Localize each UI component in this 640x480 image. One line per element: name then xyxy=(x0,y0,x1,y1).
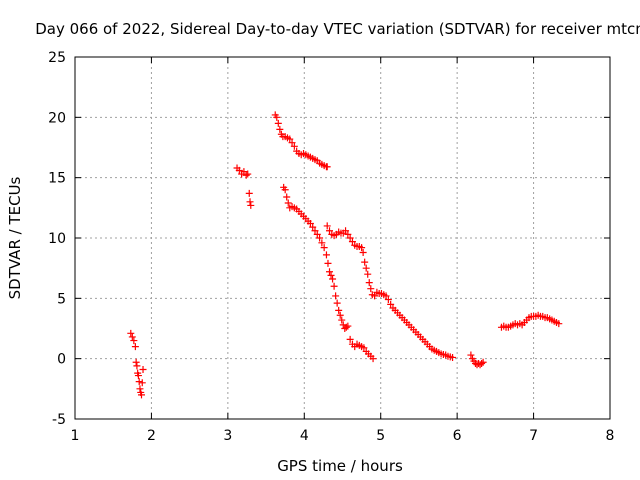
data-point xyxy=(284,199,292,207)
x-tick-label: 2 xyxy=(147,428,156,444)
data-point xyxy=(130,337,138,345)
data-point xyxy=(313,230,321,238)
x-tick-label: 4 xyxy=(300,428,309,444)
data-point xyxy=(127,329,135,337)
grid xyxy=(75,57,610,419)
y-tick-label: 5 xyxy=(57,291,66,307)
data-point xyxy=(478,359,486,367)
data-point xyxy=(326,227,334,235)
data-point xyxy=(348,238,356,246)
data-point xyxy=(449,353,457,361)
data-point xyxy=(346,335,354,343)
data-point xyxy=(132,358,140,366)
data-point xyxy=(344,322,352,330)
data-point xyxy=(332,292,340,300)
data-point xyxy=(324,259,332,267)
data-point xyxy=(240,168,248,176)
data-point xyxy=(387,300,395,308)
y-tick-label: 25 xyxy=(48,50,66,66)
x-tick-label: 6 xyxy=(453,428,462,444)
data-point xyxy=(133,362,141,370)
data-point xyxy=(139,366,147,374)
data-point xyxy=(134,372,142,380)
data-point xyxy=(137,391,145,399)
data-point xyxy=(246,198,254,206)
data-points xyxy=(127,111,563,399)
data-point xyxy=(276,125,284,133)
data-point xyxy=(342,323,350,331)
data-point xyxy=(135,378,143,386)
data-point xyxy=(329,275,337,283)
data-point xyxy=(306,220,314,228)
data-point xyxy=(327,271,335,279)
x-axis-label: GPS time / hours xyxy=(277,457,403,475)
data-point xyxy=(335,306,343,314)
data-point xyxy=(467,351,475,359)
data-point xyxy=(365,279,373,287)
data-point xyxy=(318,239,326,247)
data-point xyxy=(283,193,291,201)
chart-title: Day 066 of 2022, Sidereal Day-to-day VTE… xyxy=(35,20,640,38)
data-point xyxy=(242,171,250,179)
data-point xyxy=(323,163,331,171)
data-point xyxy=(244,170,252,178)
data-point xyxy=(131,343,139,351)
x-tick-label: 1 xyxy=(71,428,80,444)
data-point xyxy=(346,234,354,242)
y-tick-label: -5 xyxy=(52,412,66,428)
data-point xyxy=(323,222,331,230)
data-point xyxy=(361,258,369,266)
data-point xyxy=(245,189,253,197)
data-point xyxy=(384,296,392,304)
y-tick-label: 15 xyxy=(48,171,66,187)
data-point xyxy=(281,186,289,194)
y-tick-label: 20 xyxy=(48,110,66,126)
data-point xyxy=(286,135,294,143)
data-point xyxy=(360,344,368,352)
x-tick-label: 3 xyxy=(223,428,232,444)
data-point xyxy=(128,333,136,341)
data-point xyxy=(309,223,317,231)
data-point xyxy=(364,270,372,278)
data-point xyxy=(138,379,146,387)
data-point xyxy=(136,385,144,393)
data-point xyxy=(316,234,324,242)
data-point xyxy=(288,139,296,147)
data-point xyxy=(344,230,352,238)
data-point xyxy=(367,285,375,293)
data-point xyxy=(358,244,366,252)
data-point xyxy=(342,227,350,235)
data-point xyxy=(322,251,330,259)
data-point xyxy=(382,292,390,300)
data-point xyxy=(247,201,255,209)
data-point xyxy=(369,355,377,363)
data-point xyxy=(235,166,243,174)
x-tick-label: 7 xyxy=(529,428,538,444)
data-point xyxy=(273,113,281,121)
y-axis-label: SDTVAR / TECUs xyxy=(6,176,24,299)
x-tick-label: 8 xyxy=(606,428,615,444)
data-point xyxy=(274,119,282,127)
axis-ticks: 1 2 3 4 5 6 7 8 -5 0 5 10 15 20 25 xyxy=(48,50,614,444)
data-point xyxy=(290,142,298,150)
data-point xyxy=(326,268,334,276)
data-point xyxy=(479,358,487,366)
data-point xyxy=(311,227,319,235)
data-point xyxy=(359,248,367,256)
data-point xyxy=(371,292,379,300)
data-point xyxy=(320,244,328,252)
y-tick-label: 0 xyxy=(57,352,66,368)
x-tick-label: 5 xyxy=(376,428,385,444)
data-point xyxy=(555,320,563,328)
data-point xyxy=(362,264,370,272)
data-point xyxy=(330,282,338,290)
data-point xyxy=(336,311,344,319)
data-point xyxy=(338,316,346,324)
data-point xyxy=(333,299,341,307)
y-tick-label: 10 xyxy=(48,231,66,247)
